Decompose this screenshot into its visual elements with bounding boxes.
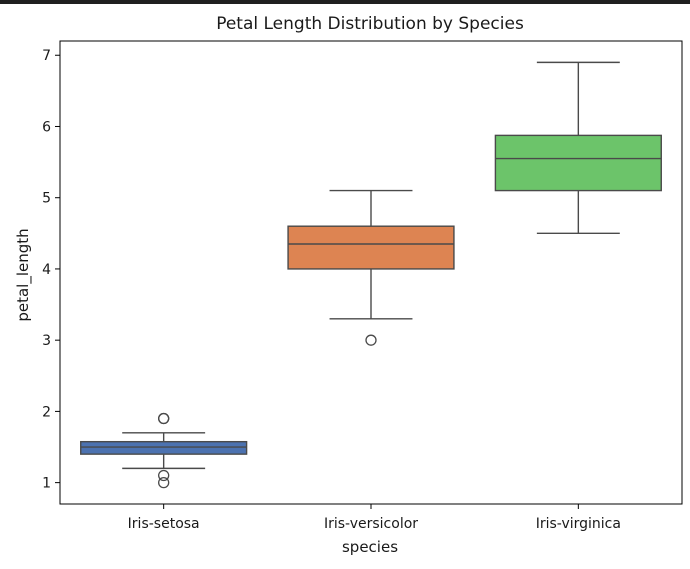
y-tick-label: 3 <box>42 333 51 349</box>
iqr-box <box>494 134 662 192</box>
x-tick-label: Iris-setosa <box>128 516 200 532</box>
window-top-edge <box>0 0 690 4</box>
outlier-point <box>158 469 170 482</box>
x-axis-label: species <box>342 538 398 556</box>
y-tick-label: 5 <box>42 191 51 207</box>
x-axis: Iris-setosa Iris-versicolor Iris-virginica <box>128 504 621 532</box>
y-axis: 1 2 3 4 5 6 7 <box>42 48 60 492</box>
y-tick-label: 4 <box>42 262 51 278</box>
y-tick-label: 7 <box>42 48 51 64</box>
iqr-box <box>287 225 455 270</box>
y-tick-label: 1 <box>42 476 51 492</box>
y-axis-label: petal_length <box>14 228 33 321</box>
box-iris-virginica <box>494 61 662 235</box>
iqr-box <box>80 440 248 455</box>
outlier-point <box>365 334 377 346</box>
boxes <box>80 61 662 489</box>
outlier-point <box>158 412 170 425</box>
box-iris-versicolor <box>287 189 455 346</box>
y-tick-label: 2 <box>42 404 51 420</box>
chart-title: Petal Length Distribution by Species <box>216 14 524 34</box>
x-tick-label: Iris-versicolor <box>324 516 418 532</box>
outlier-point <box>158 476 170 489</box>
y-tick-label: 6 <box>42 119 51 135</box>
box-iris-setosa <box>80 412 248 489</box>
x-tick-label: Iris-virginica <box>536 516 621 532</box>
